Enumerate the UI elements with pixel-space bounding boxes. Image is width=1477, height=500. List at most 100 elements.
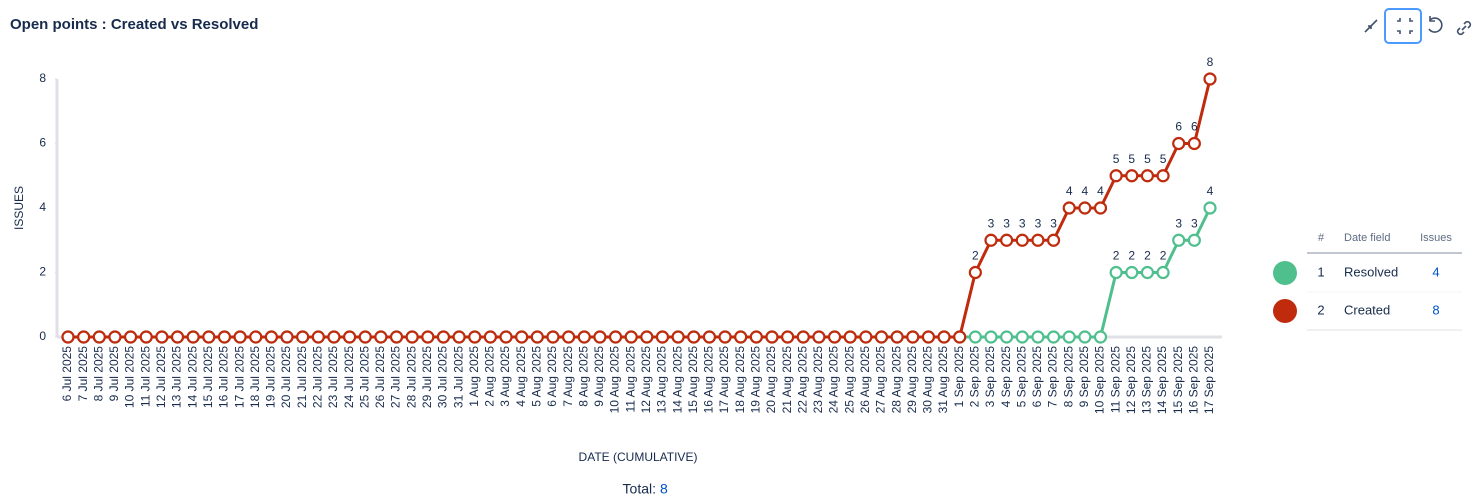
data-point (530, 330, 544, 344)
x-tick-label: 2 Aug 2025 (483, 346, 497, 407)
x-tick-label: 4 Aug 2025 (514, 346, 528, 407)
data-point (906, 330, 920, 344)
legend-count[interactable]: 8 (1432, 302, 1439, 317)
data-point (1000, 233, 1014, 247)
x-tick-label: 10 Sep 2025 (1093, 346, 1107, 414)
toolbar (1364, 8, 1472, 44)
data-point (671, 330, 685, 344)
data-point (468, 330, 482, 344)
x-tick-label: 16 Sep 2025 (1187, 346, 1201, 414)
x-tick-label: 25 Jul 2025 (357, 346, 371, 408)
link-icon[interactable] (1456, 20, 1472, 36)
data-point (749, 330, 763, 344)
data-label: 3 (1050, 216, 1057, 230)
x-tick-label: 12 Aug 2025 (639, 346, 653, 414)
x-tick-label: 16 Jul 2025 (217, 346, 231, 408)
x-tick-label: 9 Jul 2025 (107, 346, 121, 402)
x-tick-label: 1 Sep 2025 (952, 346, 966, 408)
x-tick-label: 10 Jul 2025 (123, 346, 137, 408)
legend-header: Date field (1344, 232, 1390, 244)
data-point (1015, 233, 1029, 247)
x-tick-label: 7 Sep 2025 (1046, 346, 1060, 408)
data-point (577, 330, 591, 344)
data-point (1046, 330, 1061, 344)
data-label: 5 (1128, 152, 1135, 166)
total-value[interactable]: 8 (660, 481, 668, 497)
data-point (1140, 169, 1155, 183)
x-tick-label: 24 Aug 2025 (827, 346, 841, 414)
data-point (1093, 201, 1108, 215)
legend-swatch (1273, 299, 1297, 323)
x-tick-label: 15 Sep 2025 (1171, 346, 1185, 414)
x-tick-label: 2 Sep 2025 (968, 346, 982, 408)
data-point (859, 330, 873, 344)
data-label: 2 (1128, 249, 1135, 263)
series: 2 2 2 23 34 (61, 184, 1217, 344)
x-tick-label: 31 Aug 2025 (936, 346, 950, 414)
x-tick-label: 27 Jul 2025 (389, 346, 403, 408)
data-point (139, 330, 153, 344)
data-label: 3 (988, 216, 995, 230)
data-point (1156, 169, 1170, 183)
x-tick-label: 26 Aug 2025 (858, 346, 872, 414)
data-point (796, 330, 810, 344)
data-point (358, 330, 372, 344)
data-label: 3 (1175, 216, 1182, 230)
x-tick-label: 21 Jul 2025 (295, 346, 309, 408)
x-tick-label: 3 Aug 2025 (498, 346, 512, 407)
minimize-icon[interactable] (1364, 19, 1378, 33)
x-tick-label: 7 Aug 2025 (561, 346, 575, 407)
x-tick-label: 30 Aug 2025 (921, 346, 935, 414)
data-point (655, 330, 670, 344)
x-tick-label: 18 Jul 2025 (248, 346, 262, 408)
data-label: 3 (1003, 216, 1010, 230)
data-point (1187, 136, 1201, 151)
data-label: 2 (1160, 249, 1167, 263)
legend-header: Issues (1420, 232, 1452, 244)
data-point (452, 330, 466, 344)
data-label: 2 (1113, 249, 1120, 263)
y-tick-label: 6 (39, 136, 46, 150)
data-point (1140, 265, 1155, 280)
data-point (608, 330, 623, 344)
fullscreen-button[interactable] (1384, 8, 1422, 44)
data-point (123, 330, 138, 344)
data-point (1046, 233, 1061, 247)
legend-cell: 1 (1317, 264, 1324, 279)
x-tick-label: 9 Sep 2025 (1077, 346, 1091, 408)
data-point (1062, 330, 1076, 344)
data-point (92, 330, 106, 344)
data-point (515, 330, 529, 344)
legend-cell: 2 (1317, 302, 1324, 317)
data-point (1125, 265, 1139, 280)
data-point (1078, 330, 1092, 344)
data-point (734, 330, 748, 344)
x-tick-label: 5 Sep 2025 (1014, 346, 1028, 408)
refresh-icon[interactable] (1428, 16, 1443, 33)
data-label: 3 (1019, 216, 1026, 230)
x-tick-label: 22 Aug 2025 (795, 346, 809, 414)
data-point (1000, 330, 1014, 344)
data-point (499, 330, 513, 344)
data-point (296, 330, 310, 344)
data-point (593, 330, 607, 344)
x-tick-label: 22 Jul 2025 (310, 346, 324, 408)
data-point (389, 330, 404, 344)
data-point (687, 330, 701, 344)
data-label: 6 (1191, 120, 1198, 134)
y-tick-label: 8 (39, 71, 46, 85)
data-label: 4 (1097, 184, 1104, 198)
data-point (1109, 169, 1123, 183)
data-label: 2 (1144, 249, 1151, 263)
data-point (202, 330, 216, 344)
x-tick-label: 8 Jul 2025 (91, 346, 105, 402)
legend-count[interactable]: 4 (1432, 264, 1439, 279)
x-tick-label: 24 Jul 2025 (342, 346, 356, 408)
x-tick-label: 13 Aug 2025 (655, 346, 669, 414)
data-point (1156, 265, 1170, 280)
data-point (890, 330, 904, 344)
x-tick-label: 19 Aug 2025 (749, 346, 763, 414)
x-tick-label: 3 Sep 2025 (983, 346, 997, 408)
data-point (921, 330, 936, 344)
